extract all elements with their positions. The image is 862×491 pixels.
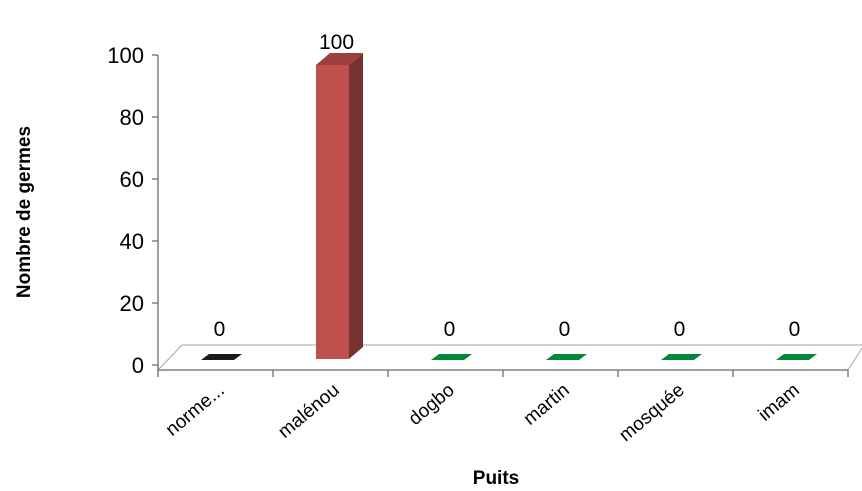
- y-tick-label: 100: [107, 43, 144, 68]
- y-tick-label: 80: [120, 105, 144, 130]
- x-axis-ticks: norme... malénou dogbo martin mosquée imam: [157, 370, 849, 446]
- data-labels: 0 100 0 0 0 0: [214, 31, 801, 341]
- data-label-martin: 0: [559, 318, 571, 341]
- y-tick-label: 60: [120, 167, 144, 192]
- bar-side: [349, 53, 363, 359]
- y-axis-title: Nombre de germes: [14, 126, 35, 298]
- bar-dogbo: [431, 354, 472, 360]
- bar-imam: [776, 354, 817, 360]
- y-axis-ticks: 0 20 40 60 80 100: [107, 43, 158, 378]
- bar-mosquée: [661, 354, 702, 360]
- x-tick-label-mosquée: mosquée: [615, 380, 688, 446]
- floor-plane: [156, 344, 862, 371]
- chart-floor: [156, 344, 862, 371]
- data-label-dogbo: 0: [444, 318, 456, 341]
- x-tick-label-malénou: malénou: [274, 380, 343, 443]
- bar-malénou: [316, 65, 349, 359]
- bars: [201, 53, 817, 360]
- data-label-norme...: 0: [214, 318, 226, 341]
- x-axis-title: Puits: [473, 468, 519, 489]
- x-tick-label-dogbo: dogbo: [405, 380, 459, 430]
- x-tick-label-imam: imam: [755, 380, 804, 426]
- y-tick-label: 40: [120, 229, 144, 254]
- data-label-malénou: 100: [319, 31, 354, 54]
- bar-norme...: [201, 354, 242, 360]
- bar-martin: [546, 354, 587, 360]
- bar-top: [316, 53, 363, 65]
- data-label-mosquée: 0: [674, 318, 686, 341]
- data-label-imam: 0: [789, 318, 801, 341]
- y-tick-label: 0: [132, 353, 144, 378]
- axes: [157, 55, 848, 372]
- x-tick-label-martin: martin: [520, 380, 574, 430]
- y-tick-label: 20: [120, 291, 144, 316]
- x-tick-label-norme...: norme...: [162, 380, 229, 441]
